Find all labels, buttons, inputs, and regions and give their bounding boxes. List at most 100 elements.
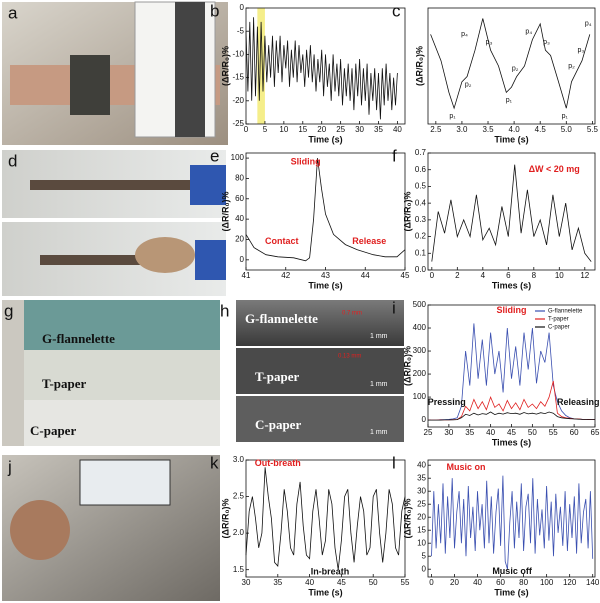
- panel-label: a: [8, 3, 18, 22]
- x-tick-label: 6: [506, 271, 511, 280]
- x-tick-label: 60: [570, 428, 579, 437]
- panel-label: i: [392, 298, 396, 317]
- legend-label: C-paper: [548, 325, 570, 331]
- x-tick-label: 40: [486, 428, 495, 437]
- x-tick-label: 40: [305, 578, 314, 587]
- y-tick-label: 300: [413, 346, 427, 355]
- annotation: ΔW < 20 mg: [529, 164, 580, 174]
- y-tick-label: 100: [413, 392, 427, 401]
- x-tick-label: 2: [455, 271, 460, 280]
- legend-label: G-flannelette: [548, 309, 583, 315]
- x-tick-label: 45: [337, 578, 346, 587]
- photo-label: T-paper: [255, 369, 300, 384]
- x-tick-label: 25: [336, 125, 345, 134]
- x-tick-label: 55: [401, 578, 410, 587]
- annotation: Contact: [265, 236, 299, 246]
- data-line: [245, 158, 406, 262]
- x-axis-label: Time (s): [494, 587, 528, 597]
- x-tick-label: 12: [580, 271, 589, 280]
- x-tick-label: 10: [279, 125, 288, 134]
- x-tick-label: 4.5: [535, 125, 547, 134]
- panel-label: j: [7, 457, 12, 476]
- y-tick-label: -20: [232, 96, 244, 105]
- x-tick-label: 42: [281, 271, 290, 280]
- x-tick-label: 2.5: [430, 125, 442, 134]
- data-line: [245, 17, 398, 120]
- x-tick-label: 35: [273, 578, 282, 587]
- annotation: Pressing: [428, 397, 466, 407]
- annotation: p₁: [562, 113, 569, 120]
- x-tick-label: 5.5: [587, 125, 599, 134]
- dimension-label: 0.7 mm: [342, 311, 362, 317]
- annotation: p₂: [465, 81, 472, 88]
- photo-label: T-paper: [42, 376, 87, 391]
- y-tick-label: 0.1: [415, 248, 427, 257]
- y-axis-label: (ΔR/R₀)%: [414, 46, 424, 86]
- x-tick-label: 43: [321, 271, 330, 280]
- panel-label: f: [392, 146, 397, 165]
- x-tick-label: 65: [591, 428, 600, 437]
- y-axis-label: (ΔR/R₀)%: [402, 498, 412, 538]
- photo-sample: [30, 180, 190, 190]
- y-tick-label: 80: [235, 174, 244, 183]
- annotation: Releasing: [557, 397, 600, 407]
- y-tick-label: 0: [422, 564, 427, 573]
- y-tick-label: -10: [232, 50, 244, 59]
- annotation: p₃: [543, 39, 550, 46]
- data-line: [431, 475, 594, 570]
- y-tick-label: 10: [417, 538, 426, 547]
- plot-frame: [427, 459, 596, 578]
- panel-label: l: [392, 453, 396, 472]
- photo-monitor: [79, 459, 171, 506]
- x-tick-label: 10: [555, 271, 564, 280]
- x-tick-label: 0: [244, 125, 249, 134]
- y-tick-label: 30: [417, 486, 426, 495]
- data-line: [431, 164, 592, 262]
- photo-label: G-flannelette: [42, 331, 115, 346]
- data-line: [428, 411, 595, 421]
- data-line: [245, 467, 406, 570]
- x-tick-label: 20: [317, 125, 326, 134]
- annotation: p₂: [512, 65, 519, 72]
- dimension-label: 0.13 mm: [338, 354, 361, 360]
- y-axis-label: (ΔR/R₀)%: [402, 346, 412, 386]
- x-tick-label: 60: [496, 578, 505, 587]
- annotation: In-breath: [311, 566, 350, 576]
- plot-frame: [245, 459, 406, 578]
- x-tick-label: 40: [473, 578, 482, 587]
- y-tick-label: 400: [413, 323, 427, 332]
- y-tick-label: 25: [417, 499, 426, 508]
- photo-feather: [135, 237, 195, 273]
- legend-label: T-paper: [548, 317, 569, 323]
- annotation: p₃: [486, 39, 493, 46]
- y-tick-label: 35: [417, 473, 426, 482]
- x-tick-label: 35: [465, 428, 474, 437]
- y-tick-label: 20: [235, 235, 244, 244]
- plot-frame: [245, 7, 406, 125]
- x-tick-label: 35: [374, 125, 383, 134]
- highlight-band: [257, 8, 265, 124]
- y-tick-label: 0.6: [415, 165, 427, 174]
- y-tick-label: 0.0: [415, 265, 427, 274]
- panel-label: g: [4, 301, 13, 320]
- y-axis-label: (ΔR/R₀)%: [220, 46, 230, 86]
- x-axis-label: Times (s): [492, 280, 531, 290]
- y-tick-label: 200: [413, 369, 427, 378]
- y-tick-label: 0: [240, 3, 245, 12]
- y-tick-label: 0.3: [415, 215, 427, 224]
- y-tick-label: 3.0: [233, 455, 245, 464]
- y-axis-label: (ΔR/R₀)%: [220, 191, 230, 231]
- photo-glove: [190, 165, 226, 205]
- x-tick-label: 80: [519, 578, 528, 587]
- photo-label: C-paper: [255, 417, 301, 432]
- photo-strip: [2, 350, 220, 400]
- scale-label: 1 mm: [370, 333, 388, 340]
- annotation: Release: [352, 236, 386, 246]
- y-tick-label: 15: [417, 525, 426, 534]
- x-tick-label: 25: [424, 428, 433, 437]
- sem-image: [236, 348, 404, 394]
- y-tick-label: 2.0: [233, 528, 245, 537]
- y-tick-label: -15: [232, 73, 244, 82]
- annotation: p₁: [506, 97, 513, 104]
- annotation: Sliding: [291, 157, 321, 167]
